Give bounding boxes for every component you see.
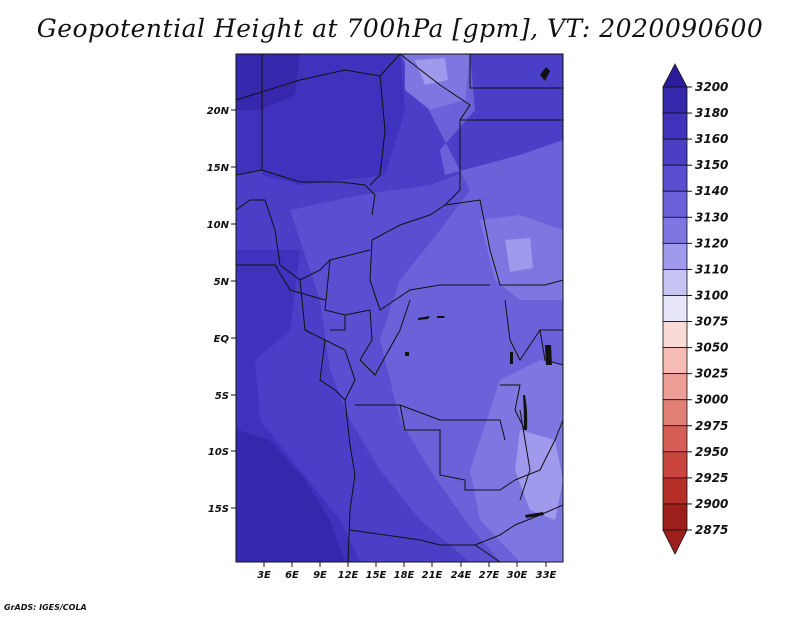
lat-label: 15N <box>207 163 230 174</box>
lon-label: 6E <box>285 570 299 581</box>
lon-label: 33E <box>536 570 557 581</box>
field-sw-core <box>236 430 345 562</box>
colorbar-label: 2950 <box>695 445 728 459</box>
colorbar-label: 3120 <box>695 236 728 250</box>
colorbar-label: 3140 <box>695 184 728 198</box>
colorbar-label: 3130 <box>695 210 728 224</box>
colorbar-label: 3075 <box>695 315 728 329</box>
colorbar-cell <box>662 477 688 505</box>
lon-label: 9E <box>313 570 327 581</box>
colorbar-label: 3200 <box>695 80 728 94</box>
lon-label: 21E <box>422 570 443 581</box>
colorbar-cell <box>662 164 688 192</box>
lon-label: 18E <box>394 570 415 581</box>
lon-label: 3E <box>257 570 271 581</box>
lat-label: 5S <box>215 391 229 402</box>
lat-label: 15S <box>208 504 229 515</box>
colorbar-label: 2925 <box>695 471 728 485</box>
colorbar-cell <box>662 269 688 296</box>
colorbar-cell <box>662 503 688 531</box>
colorbar-cell <box>662 138 688 166</box>
colorbar-label: 2975 <box>695 419 728 433</box>
lat-axis: 20N 15N 10N 5N EQ 5S 10S 15S <box>207 106 236 515</box>
colorbar-cells <box>662 86 688 531</box>
chart-title: Geopotential Height at 700hPa [gpm], VT:… <box>36 14 764 43</box>
lat-label: 5N <box>214 277 230 288</box>
colorbar-label: 3025 <box>695 367 728 381</box>
colorbar-bottom-arrow <box>662 529 688 555</box>
colorbar-label: 3000 <box>695 393 728 407</box>
lon-label: 27E <box>479 570 500 581</box>
colorbar-cell <box>662 86 688 114</box>
map-frame <box>235 53 564 563</box>
colorbar-label: 3050 <box>695 341 728 355</box>
colorbar-label: 3150 <box>695 158 728 172</box>
colorbar-cell <box>662 190 688 218</box>
colorbar-cell <box>662 216 688 244</box>
lat-label: 10N <box>207 220 230 231</box>
colorbar-top-arrow <box>662 63 688 88</box>
lon-label: 12E <box>338 570 359 581</box>
lon-label: 30E <box>507 570 528 581</box>
field-west-high <box>236 54 360 562</box>
colorbar-cell <box>662 295 688 322</box>
country-borders <box>236 54 563 562</box>
field-north-high <box>262 54 405 185</box>
lat-label: 10S <box>208 447 229 458</box>
colorbar-labels: 3200 3180 3160 3150 3140 3130 3120 3110 3100 3075… <box>695 80 728 537</box>
colorbar-cell <box>662 242 688 270</box>
colorbar-cell <box>662 373 688 401</box>
colorbar-cell <box>662 425 688 453</box>
colorbar-label: 2875 <box>695 523 728 537</box>
lon-axis: 3E 6E 9E 12E 15E 18E 21E 24E 27E 30E 33E <box>257 562 557 581</box>
grads-credit: GrADS: IGES/COLA <box>4 603 87 612</box>
field-se-3110 <box>415 58 563 520</box>
colorbar-cell <box>662 347 688 375</box>
colorbar-cell <box>662 321 688 348</box>
colorbar-cell <box>662 451 688 479</box>
colorbar-cell <box>662 112 688 140</box>
colorbar-label: 3100 <box>695 288 728 302</box>
colorbar: 3200 3180 3160 3150 3140 3130 3120 3110 3100 3075… <box>662 63 728 555</box>
lon-label: 15E <box>366 570 387 581</box>
colorbar-label: 3110 <box>695 262 728 276</box>
colorbar-cell <box>662 399 688 427</box>
field-nw-core <box>236 54 300 110</box>
lon-label: 24E <box>451 570 472 581</box>
lat-label: EQ <box>214 334 230 345</box>
map-panel <box>236 54 563 562</box>
colorbar-ticks <box>687 86 692 531</box>
colorbar-label: 3180 <box>695 106 728 120</box>
lakes <box>405 67 552 518</box>
colorbar-label: 2900 <box>695 497 728 511</box>
colorbar-label: 3160 <box>695 132 728 146</box>
lat-label: 20N <box>207 106 230 117</box>
